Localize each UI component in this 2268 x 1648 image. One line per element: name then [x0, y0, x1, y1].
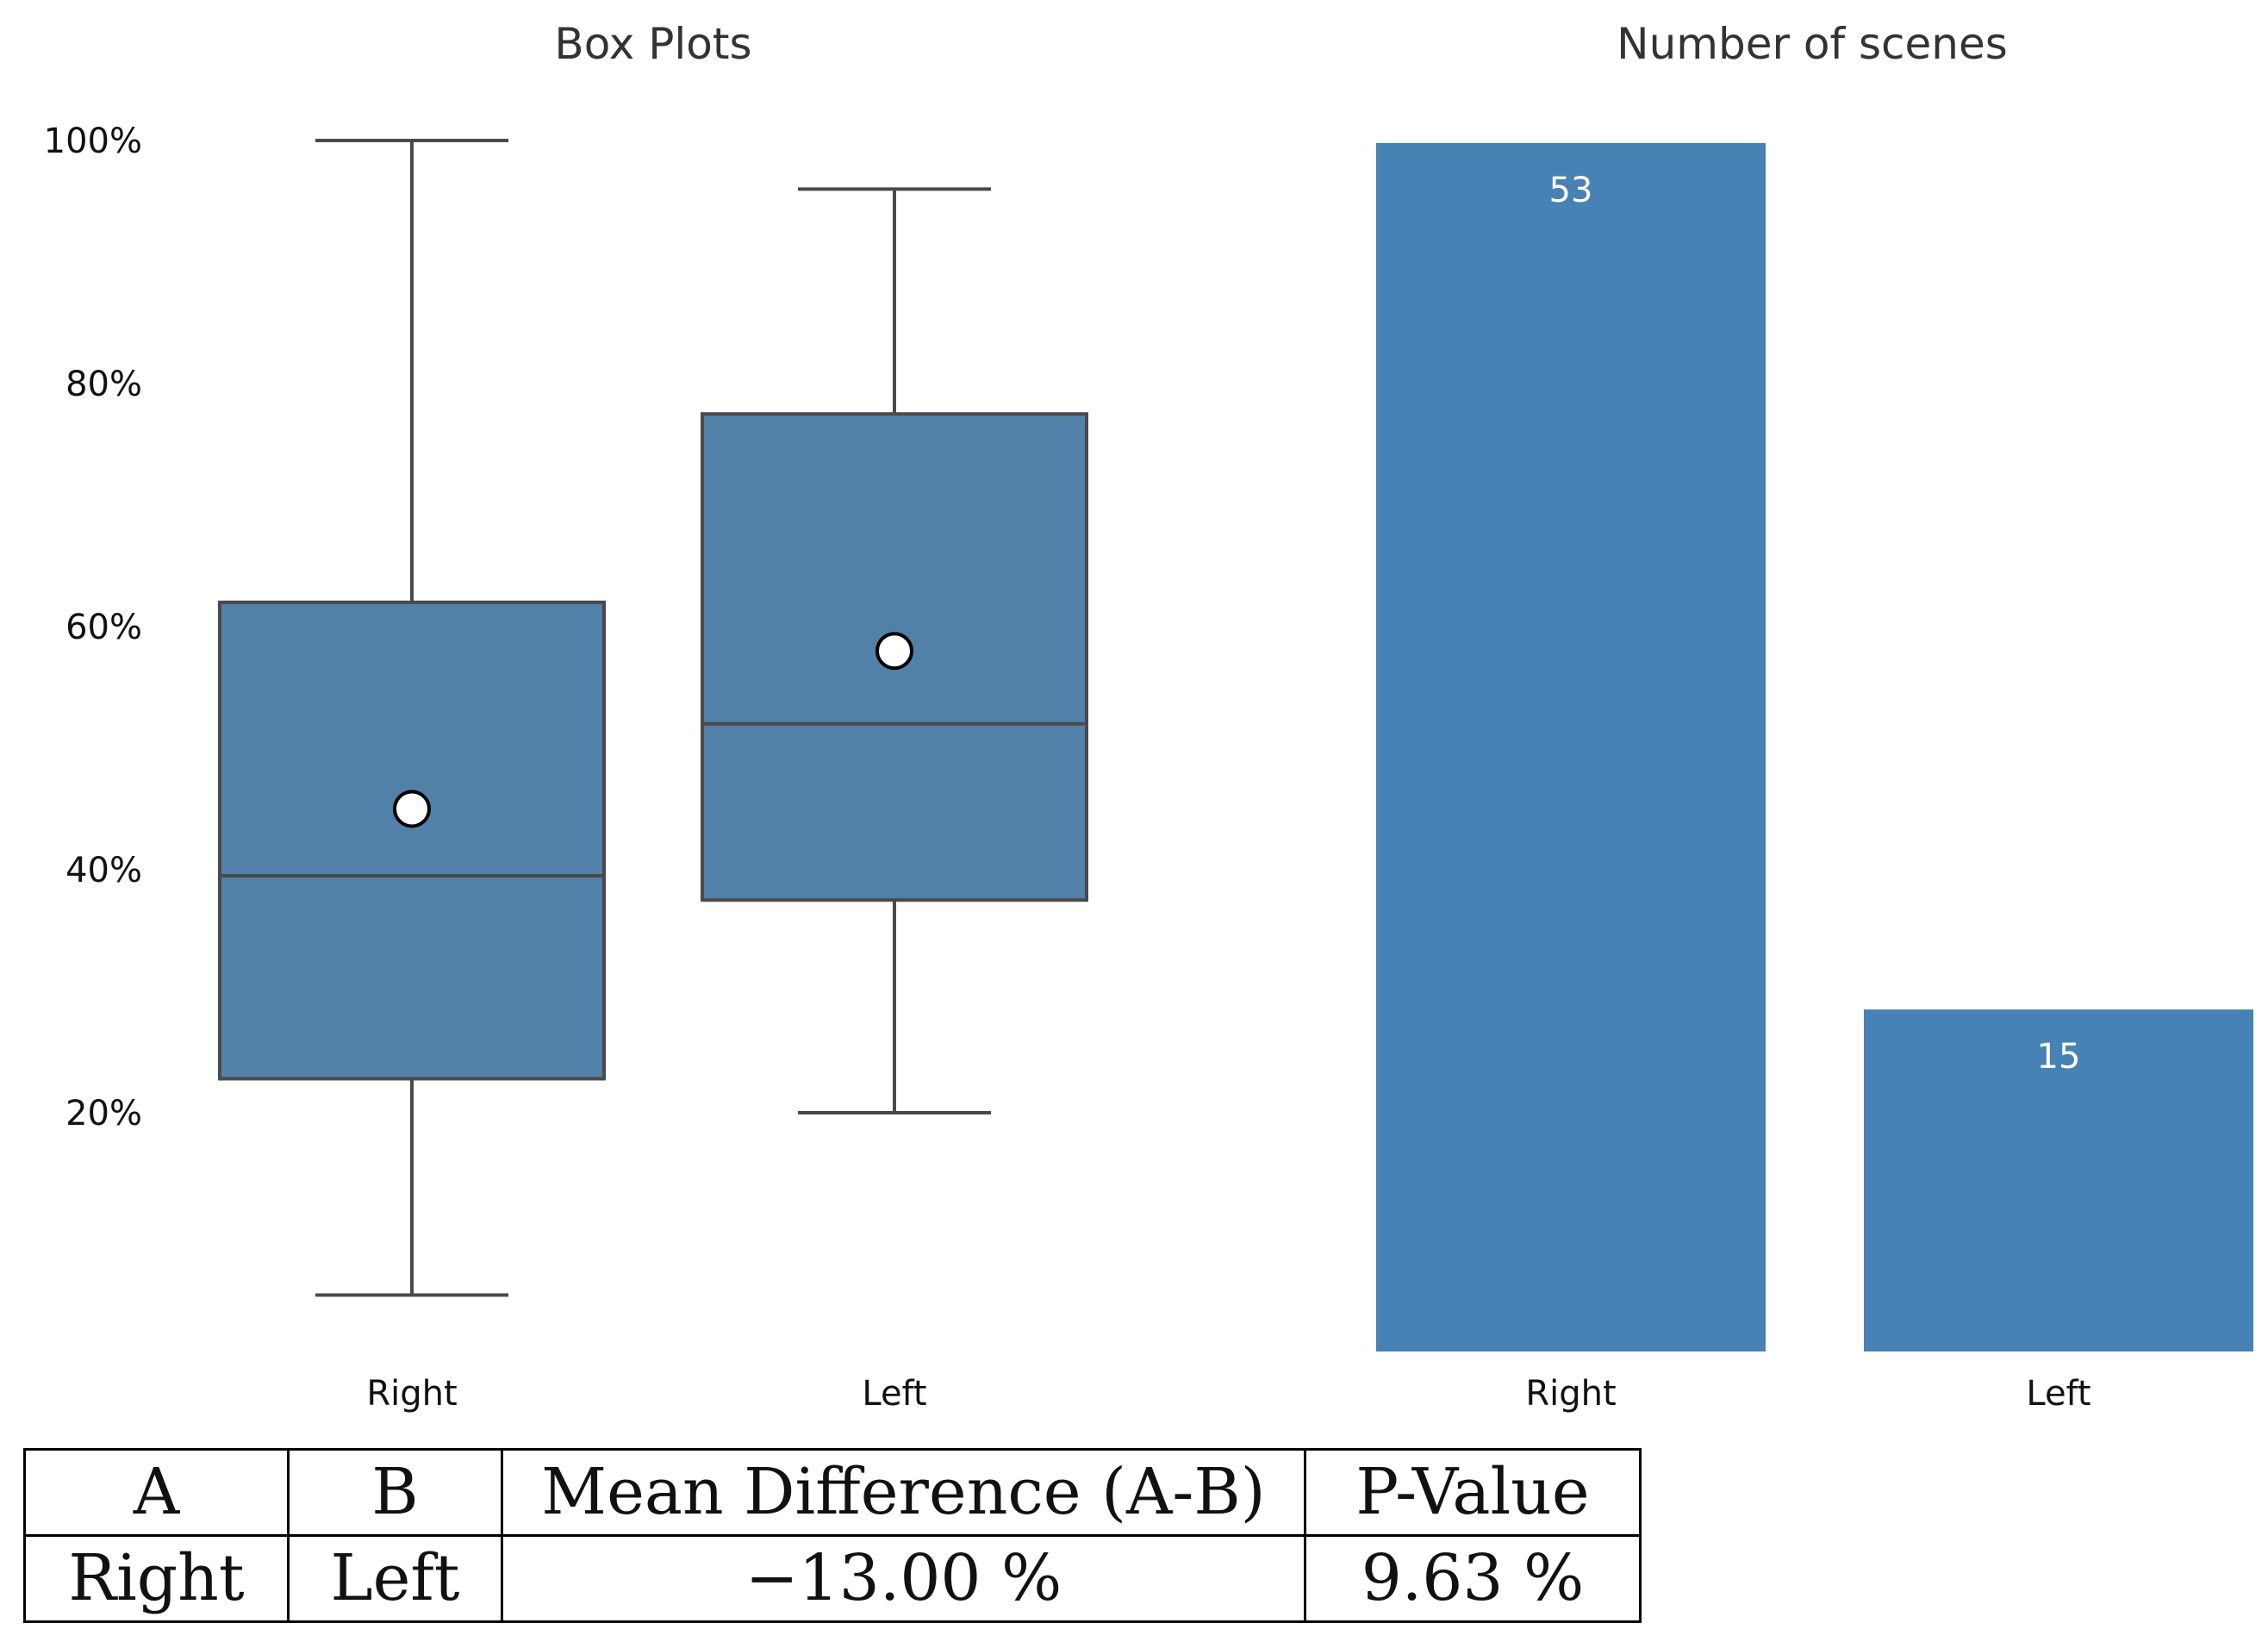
table-header-row: A B Mean Difference (A-B) P-Value: [23, 1448, 1642, 1537]
bar-left: [1864, 1009, 2253, 1351]
table-row: Right Left −13.00 % 9.63 %: [23, 1534, 1642, 1623]
box-left: [701, 187, 1088, 1114]
y-tick-label: 20%: [65, 1094, 142, 1133]
bar-chart-panel: Number of scenes 53 15 Right Left: [1376, 19, 2253, 1414]
y-tick-label: 100%: [44, 122, 142, 161]
x-tick-label: Left: [862, 1374, 926, 1414]
box-plot-title: Box Plots: [554, 19, 751, 69]
iqr-box: [701, 412, 1088, 902]
bar-right: [1376, 143, 1766, 1351]
mean-marker: [875, 632, 913, 671]
cell-b: Left: [287, 1534, 503, 1623]
y-tick-label: 40%: [65, 851, 142, 890]
bar-value-label: 15: [2037, 1037, 2081, 1077]
cell-mean-difference: −13.00 %: [501, 1534, 1306, 1623]
x-tick-label: Right: [1525, 1374, 1616, 1414]
y-tick-label: 80%: [65, 365, 142, 404]
header-p-value: P-Value: [1304, 1448, 1642, 1537]
bar-value-label: 53: [1549, 171, 1593, 210]
iqr-box: [218, 600, 606, 1081]
bar-chart-title: Number of scenes: [1617, 19, 2008, 69]
y-tick-label: 60%: [65, 608, 142, 647]
stats-table: A B Mean Difference (A-B) P-Value Right …: [23, 1448, 1642, 1623]
cell-a: Right: [23, 1534, 290, 1623]
x-tick-label: Left: [2026, 1374, 2090, 1414]
header-mean-difference: Mean Difference (A-B): [501, 1448, 1306, 1537]
header-b: B: [287, 1448, 503, 1537]
box-right: [218, 139, 606, 1297]
cell-p-value: 9.63 %: [1304, 1534, 1642, 1623]
box-plot-panel: Box Plots 20% 40% 60% 80% 100% Right Left: [44, 19, 1088, 1414]
x-tick-label: Right: [366, 1374, 457, 1414]
header-a: A: [23, 1448, 290, 1537]
mean-marker: [393, 790, 431, 828]
